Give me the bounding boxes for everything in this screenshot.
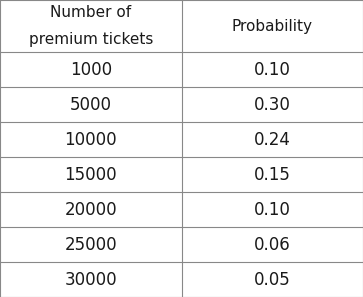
Text: 0.24: 0.24	[254, 131, 291, 149]
Text: 10000: 10000	[65, 131, 117, 149]
Text: premium tickets: premium tickets	[29, 32, 153, 47]
Text: 15000: 15000	[65, 166, 117, 184]
Text: 0.30: 0.30	[254, 96, 291, 114]
Text: 0.06: 0.06	[254, 236, 291, 254]
Text: Number of: Number of	[50, 5, 131, 20]
Text: 20000: 20000	[65, 201, 117, 219]
Text: 0.10: 0.10	[254, 201, 291, 219]
Text: 1000: 1000	[70, 61, 112, 79]
Text: Probability: Probability	[232, 19, 313, 34]
Text: 0.10: 0.10	[254, 61, 291, 79]
Text: 30000: 30000	[65, 271, 117, 288]
Text: 5000: 5000	[70, 96, 112, 114]
Text: 0.15: 0.15	[254, 166, 291, 184]
Text: 0.05: 0.05	[254, 271, 291, 288]
Text: 25000: 25000	[65, 236, 117, 254]
